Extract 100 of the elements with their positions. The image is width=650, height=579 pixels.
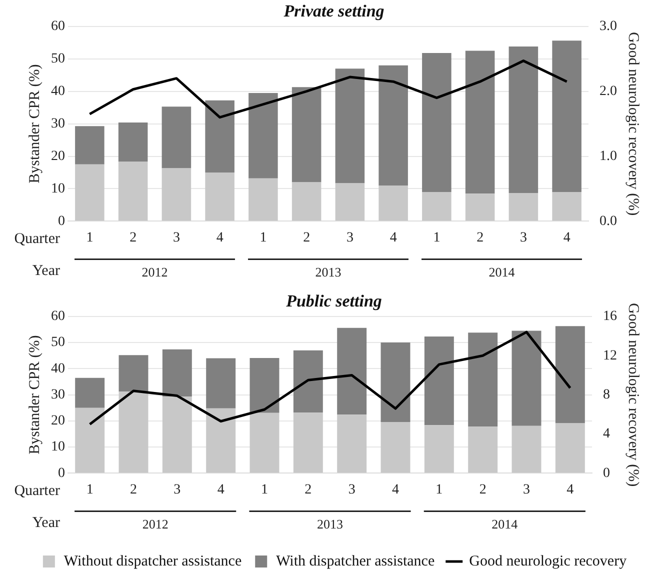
text: 2014 <box>488 264 516 280</box>
y2-tick-label: 12 <box>603 348 617 364</box>
y-tick-label: 0 <box>58 214 65 229</box>
bar <box>335 68 365 184</box>
legend-label: Without dispatcher assistance <box>64 553 242 570</box>
bar <box>424 425 454 473</box>
bar <box>206 358 236 408</box>
bar <box>118 392 148 473</box>
bar <box>555 326 585 424</box>
x-tick-label: 1 <box>436 482 443 498</box>
y-tick-label: 20 <box>51 148 65 164</box>
x-tick-label: 1 <box>86 230 94 246</box>
y-tick-label: 20 <box>51 414 65 429</box>
bar <box>162 396 192 473</box>
bar <box>162 168 192 221</box>
bar <box>465 194 495 221</box>
bar <box>118 355 148 392</box>
y2-axis-title: Good neurologic recovery (%) <box>625 32 642 216</box>
bar <box>555 423 585 473</box>
x-tick-label: 1 <box>260 230 267 246</box>
legend-label: Good neurologic recovery <box>469 553 628 570</box>
x-tick-label: 4 <box>566 482 574 498</box>
y-axis-title: Bystander CPR (%) <box>26 335 43 454</box>
y2-tick-label: 4 <box>603 426 610 442</box>
y-tick-label: 30 <box>51 387 65 402</box>
bar <box>512 426 542 473</box>
chart-title: Public setting <box>285 292 382 311</box>
legend-label: With dispatcher assistance <box>276 553 435 570</box>
bar <box>292 87 322 182</box>
y2-tick-label: 3.0 <box>600 19 617 34</box>
bar <box>465 50 495 194</box>
y-tick-label: 30 <box>51 116 65 132</box>
y2-axis-title: Good neurologic recovery (%) <box>625 302 642 487</box>
text: Quarter <box>14 483 60 500</box>
text: Year <box>32 263 60 280</box>
y-tick-label: 40 <box>51 361 65 376</box>
bar <box>468 426 498 473</box>
x-tick-label: 1 <box>86 482 94 498</box>
bar <box>118 122 148 162</box>
bar <box>250 412 280 473</box>
text: Year <box>32 515 60 532</box>
chart-title: Private setting <box>282 2 385 21</box>
x-tick-label: 3 <box>523 482 530 498</box>
text: 2014 <box>492 516 518 532</box>
x-tick-label: 4 <box>217 482 224 498</box>
bar <box>250 358 280 413</box>
bar <box>508 46 538 193</box>
bar <box>118 162 148 221</box>
bar <box>75 408 105 473</box>
bar <box>378 65 408 186</box>
x-tick-label: 3 <box>520 230 527 246</box>
bar <box>293 412 323 473</box>
bar <box>293 350 323 413</box>
x-tick-label: 2 <box>130 482 137 498</box>
y2-tick-label: 0 <box>603 466 610 481</box>
x-tick-label: 3 <box>172 230 180 246</box>
bar <box>508 192 538 221</box>
bar <box>335 183 365 221</box>
y2-tick-label: 8 <box>603 387 610 402</box>
x-tick-label: 2 <box>476 230 484 246</box>
x-tick-label: 2 <box>479 482 486 498</box>
bar <box>422 192 452 221</box>
y2-tick-label: 1.0 <box>600 148 617 164</box>
x-tick-label: 4 <box>392 482 399 498</box>
bar <box>205 100 234 172</box>
y-tick-label: 50 <box>51 52 65 67</box>
x-tick-label: 3 <box>174 482 181 498</box>
bar <box>162 106 192 168</box>
y2-tick-label: 2.0 <box>600 84 617 100</box>
bar <box>162 349 192 397</box>
x-tick-label: 4 <box>216 230 224 246</box>
bar <box>206 408 236 473</box>
x-tick-label: 4 <box>563 230 570 246</box>
text: 2012 <box>142 516 168 532</box>
bar <box>380 422 410 473</box>
bar <box>468 332 498 427</box>
bar <box>292 182 322 221</box>
text: Quarter <box>14 231 60 248</box>
x-tick-label: 1 <box>433 230 440 246</box>
bar <box>512 330 542 426</box>
y-axis-title: Bystander CPR (%) <box>26 64 43 184</box>
y-tick-label: 10 <box>51 181 65 196</box>
bar <box>75 378 105 408</box>
x-tick-label: 4 <box>390 230 397 246</box>
bar <box>552 40 582 192</box>
x-tick-label: 1 <box>261 482 268 498</box>
y2-tick-label: 16 <box>603 309 617 324</box>
text: 2012 <box>142 264 168 280</box>
x-tick-label: 2 <box>304 482 312 498</box>
y-tick-label: 0 <box>58 466 65 481</box>
y-tick-label: 60 <box>51 309 65 324</box>
bar <box>248 92 278 178</box>
bar <box>337 328 367 415</box>
bar <box>424 336 454 426</box>
x-tick-label: 3 <box>346 230 354 246</box>
bar <box>380 342 410 422</box>
bar <box>75 164 104 221</box>
bar <box>378 185 408 221</box>
bar <box>205 172 234 221</box>
y-tick-label: 60 <box>51 19 65 34</box>
